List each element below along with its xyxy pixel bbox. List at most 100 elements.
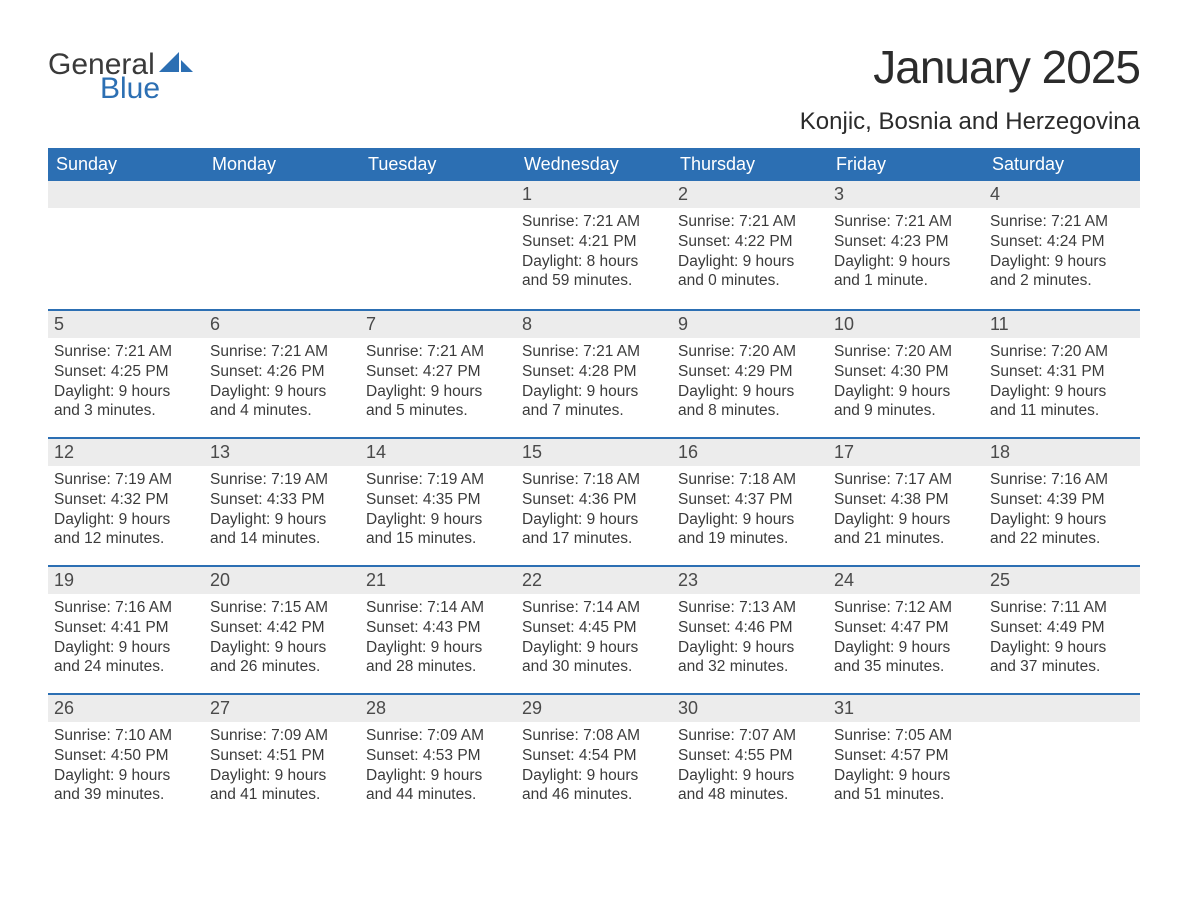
sunset-line: Sunset: 4:21 PM xyxy=(522,232,666,252)
calendar-body: 1Sunrise: 7:21 AMSunset: 4:21 PMDaylight… xyxy=(48,181,1140,821)
calendar-day-cell: 31Sunrise: 7:05 AMSunset: 4:57 PMDayligh… xyxy=(828,693,984,821)
calendar-week-row: 12Sunrise: 7:19 AMSunset: 4:32 PMDayligh… xyxy=(48,437,1140,565)
day-number: 24 xyxy=(828,565,984,594)
sunset-line: Sunset: 4:39 PM xyxy=(990,490,1134,510)
daylight-line-2: and 1 minute. xyxy=(834,271,978,291)
weekday-header: Sunday xyxy=(48,148,204,181)
calendar-day-cell: 17Sunrise: 7:17 AMSunset: 4:38 PMDayligh… xyxy=(828,437,984,565)
sunrise-line: Sunrise: 7:15 AM xyxy=(210,598,354,618)
sunrise-line: Sunrise: 7:16 AM xyxy=(54,598,198,618)
daylight-line-1: Daylight: 9 hours xyxy=(678,510,822,530)
day-data: Sunrise: 7:18 AMSunset: 4:37 PMDaylight:… xyxy=(672,466,828,557)
sunset-line: Sunset: 4:28 PM xyxy=(522,362,666,382)
sunrise-line: Sunrise: 7:08 AM xyxy=(522,726,666,746)
daylight-line-2: and 32 minutes. xyxy=(678,657,822,677)
daylight-line-2: and 3 minutes. xyxy=(54,401,198,421)
daylight-line-2: and 37 minutes. xyxy=(990,657,1134,677)
calendar-day-cell xyxy=(360,181,516,309)
sunset-line: Sunset: 4:23 PM xyxy=(834,232,978,252)
daylight-line-2: and 5 minutes. xyxy=(366,401,510,421)
sunset-line: Sunset: 4:57 PM xyxy=(834,746,978,766)
sunrise-line: Sunrise: 7:21 AM xyxy=(366,342,510,362)
sunrise-line: Sunrise: 7:14 AM xyxy=(522,598,666,618)
daylight-line-2: and 39 minutes. xyxy=(54,785,198,805)
calendar-day-cell: 7Sunrise: 7:21 AMSunset: 4:27 PMDaylight… xyxy=(360,309,516,437)
page-title: January 2025 xyxy=(800,40,1140,94)
daylight-line-1: Daylight: 9 hours xyxy=(834,252,978,272)
day-number: 17 xyxy=(828,437,984,466)
day-data: Sunrise: 7:14 AMSunset: 4:45 PMDaylight:… xyxy=(516,594,672,685)
daylight-line-1: Daylight: 9 hours xyxy=(834,382,978,402)
calendar-day-cell: 9Sunrise: 7:20 AMSunset: 4:29 PMDaylight… xyxy=(672,309,828,437)
sunrise-line: Sunrise: 7:21 AM xyxy=(522,212,666,232)
day-number: 31 xyxy=(828,693,984,722)
sunrise-line: Sunrise: 7:09 AM xyxy=(210,726,354,746)
day-data: Sunrise: 7:08 AMSunset: 4:54 PMDaylight:… xyxy=(516,722,672,813)
daylight-line-1: Daylight: 9 hours xyxy=(54,638,198,658)
day-number: 18 xyxy=(984,437,1140,466)
sunrise-line: Sunrise: 7:21 AM xyxy=(210,342,354,362)
sunset-line: Sunset: 4:42 PM xyxy=(210,618,354,638)
sunset-line: Sunset: 4:31 PM xyxy=(990,362,1134,382)
calendar-day-cell: 23Sunrise: 7:13 AMSunset: 4:46 PMDayligh… xyxy=(672,565,828,693)
calendar-day-cell: 8Sunrise: 7:21 AMSunset: 4:28 PMDaylight… xyxy=(516,309,672,437)
daylight-line-2: and 28 minutes. xyxy=(366,657,510,677)
day-data: Sunrise: 7:20 AMSunset: 4:30 PMDaylight:… xyxy=(828,338,984,429)
calendar-table: Sunday Monday Tuesday Wednesday Thursday… xyxy=(48,148,1140,821)
daylight-line-2: and 35 minutes. xyxy=(834,657,978,677)
sunrise-line: Sunrise: 7:20 AM xyxy=(990,342,1134,362)
day-data: Sunrise: 7:15 AMSunset: 4:42 PMDaylight:… xyxy=(204,594,360,685)
daylight-line-2: and 24 minutes. xyxy=(54,657,198,677)
sunrise-line: Sunrise: 7:21 AM xyxy=(834,212,978,232)
sunset-line: Sunset: 4:30 PM xyxy=(834,362,978,382)
daylight-line-1: Daylight: 9 hours xyxy=(834,510,978,530)
weekday-header: Wednesday xyxy=(516,148,672,181)
daylight-line-1: Daylight: 9 hours xyxy=(678,382,822,402)
calendar-day-cell xyxy=(204,181,360,309)
calendar-day-cell: 18Sunrise: 7:16 AMSunset: 4:39 PMDayligh… xyxy=(984,437,1140,565)
sunset-line: Sunset: 4:47 PM xyxy=(834,618,978,638)
calendar-day-cell: 10Sunrise: 7:20 AMSunset: 4:30 PMDayligh… xyxy=(828,309,984,437)
sunset-line: Sunset: 4:51 PM xyxy=(210,746,354,766)
day-number-band xyxy=(204,181,360,208)
sunrise-line: Sunrise: 7:21 AM xyxy=(54,342,198,362)
day-number: 16 xyxy=(672,437,828,466)
calendar-day-cell: 6Sunrise: 7:21 AMSunset: 4:26 PMDaylight… xyxy=(204,309,360,437)
sunset-line: Sunset: 4:45 PM xyxy=(522,618,666,638)
calendar-day-cell: 2Sunrise: 7:21 AMSunset: 4:22 PMDaylight… xyxy=(672,181,828,309)
day-number: 12 xyxy=(48,437,204,466)
logo: General Blue xyxy=(48,50,193,104)
day-number: 25 xyxy=(984,565,1140,594)
sunset-line: Sunset: 4:37 PM xyxy=(678,490,822,510)
sunrise-line: Sunrise: 7:11 AM xyxy=(990,598,1134,618)
daylight-line-1: Daylight: 9 hours xyxy=(522,766,666,786)
day-data: Sunrise: 7:16 AMSunset: 4:41 PMDaylight:… xyxy=(48,594,204,685)
calendar-week-row: 26Sunrise: 7:10 AMSunset: 4:50 PMDayligh… xyxy=(48,693,1140,821)
day-number: 29 xyxy=(516,693,672,722)
daylight-line-2: and 8 minutes. xyxy=(678,401,822,421)
day-data: Sunrise: 7:11 AMSunset: 4:49 PMDaylight:… xyxy=(984,594,1140,685)
sunset-line: Sunset: 4:50 PM xyxy=(54,746,198,766)
calendar-week-row: 1Sunrise: 7:21 AMSunset: 4:21 PMDaylight… xyxy=(48,181,1140,309)
day-number: 19 xyxy=(48,565,204,594)
calendar-week-row: 5Sunrise: 7:21 AMSunset: 4:25 PMDaylight… xyxy=(48,309,1140,437)
daylight-line-1: Daylight: 9 hours xyxy=(366,510,510,530)
daylight-line-2: and 14 minutes. xyxy=(210,529,354,549)
daylight-line-2: and 59 minutes. xyxy=(522,271,666,291)
day-number-band xyxy=(360,181,516,208)
sunrise-line: Sunrise: 7:21 AM xyxy=(522,342,666,362)
day-number: 8 xyxy=(516,309,672,338)
day-data: Sunrise: 7:05 AMSunset: 4:57 PMDaylight:… xyxy=(828,722,984,813)
sunset-line: Sunset: 4:29 PM xyxy=(678,362,822,382)
daylight-line-1: Daylight: 9 hours xyxy=(210,510,354,530)
sunrise-line: Sunrise: 7:13 AM xyxy=(678,598,822,618)
sunset-line: Sunset: 4:33 PM xyxy=(210,490,354,510)
daylight-line-1: Daylight: 9 hours xyxy=(834,766,978,786)
header: General Blue January 2025 Konjic, Bosnia… xyxy=(48,40,1140,136)
daylight-line-2: and 19 minutes. xyxy=(678,529,822,549)
sunset-line: Sunset: 4:46 PM xyxy=(678,618,822,638)
sunrise-line: Sunrise: 7:12 AM xyxy=(834,598,978,618)
sunrise-line: Sunrise: 7:18 AM xyxy=(522,470,666,490)
day-data: Sunrise: 7:13 AMSunset: 4:46 PMDaylight:… xyxy=(672,594,828,685)
sunrise-line: Sunrise: 7:19 AM xyxy=(54,470,198,490)
